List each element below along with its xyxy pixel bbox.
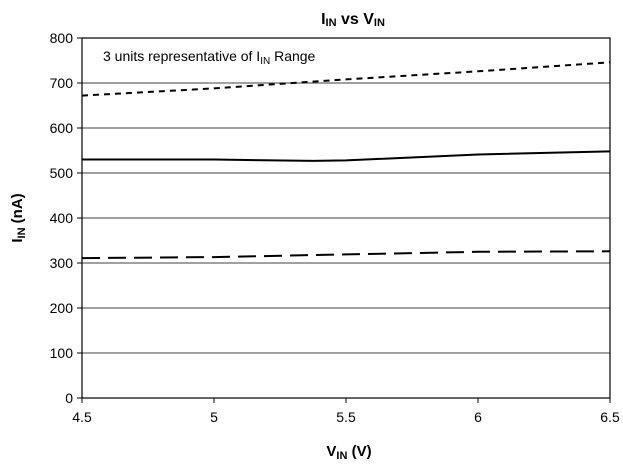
gridlines [82,82,610,354]
x-tick-label: 6 [474,409,482,425]
x-tick-label: 6.5 [600,409,620,425]
x-tick-label: 5 [210,409,218,425]
series-line-short-dash [81,61,611,97]
x-axis-title: VIN (V) [326,443,371,462]
y-tick-label: 800 [50,30,74,46]
annotation: 3 units representative of IIN Range [103,48,316,67]
y-axis-title: IIN (nA) [9,193,28,242]
series-line-solid [82,150,611,162]
y-tick-label: 200 [50,300,74,316]
x-axis: 4.5 5 5.5 6 6.5 [72,398,620,425]
x-tick-label: 4.5 [72,409,92,425]
y-tick-label: 700 [50,75,74,91]
y-tick-label: 600 [50,120,74,136]
series-line-long-dash [81,250,611,260]
chart-title: IIN vs VIN [321,11,385,29]
series-group [81,61,611,260]
x-tick-label: 5.5 [336,409,356,425]
y-axis: 0 100 200 300 400 500 600 700 800 [50,30,82,406]
y-tick-label: 100 [50,345,74,361]
y-tick-label: 500 [50,165,74,181]
y-tick-label: 300 [50,255,74,271]
y-tick-label: 0 [65,390,73,406]
y-tick-label: 400 [50,210,74,226]
